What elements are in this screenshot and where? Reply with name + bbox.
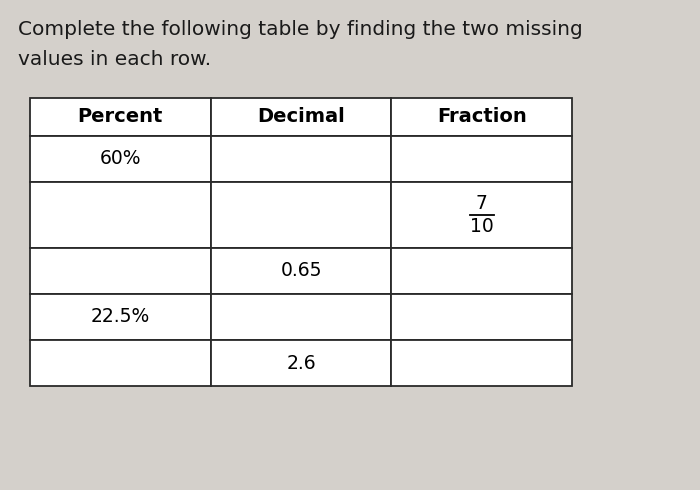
Bar (211, 136, 391, 182)
Bar (211, 340, 391, 386)
Bar (211, 294, 391, 340)
Bar (391, 98, 572, 136)
Bar (391, 136, 572, 182)
Bar (391, 340, 572, 386)
Bar (391, 294, 572, 340)
Bar (211, 98, 391, 136)
Bar (30, 340, 211, 386)
Bar (30, 98, 211, 136)
Text: 7: 7 (476, 194, 488, 213)
Text: 10: 10 (470, 218, 494, 237)
Text: Decimal: Decimal (257, 107, 345, 126)
Bar (30, 248, 211, 294)
Text: Percent: Percent (78, 107, 163, 126)
Text: 22.5%: 22.5% (91, 308, 150, 326)
Bar (391, 248, 572, 294)
Text: 0.65: 0.65 (280, 262, 322, 280)
Text: Fraction: Fraction (437, 107, 526, 126)
Text: 60%: 60% (99, 149, 141, 169)
Text: values in each row.: values in each row. (18, 50, 211, 69)
Text: 2.6: 2.6 (286, 353, 316, 372)
Bar (30, 294, 211, 340)
Text: Complete the following table by finding the two missing: Complete the following table by finding … (18, 20, 582, 39)
Bar (211, 248, 391, 294)
Bar (30, 136, 211, 182)
